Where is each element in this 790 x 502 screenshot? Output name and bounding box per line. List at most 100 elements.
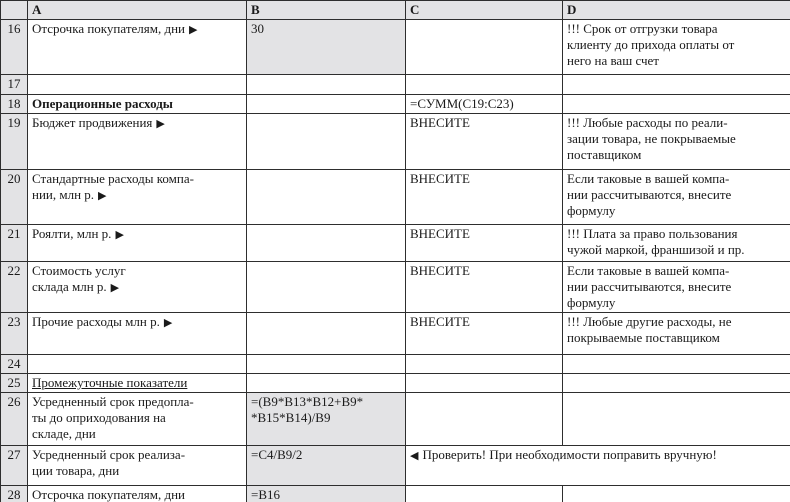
- cell-B19[interactable]: [246, 113, 406, 170]
- cell-text: !!! Плата за право пользования чужой мар…: [567, 226, 745, 257]
- row-header-27[interactable]: 27: [0, 445, 28, 486]
- cell-B20[interactable]: [246, 169, 406, 225]
- cell-D16[interactable]: !!! Срок от отгрузки товара клиенту до п…: [562, 19, 790, 75]
- cell-text: !!! Любые расходы по реали- зации товара…: [567, 115, 736, 162]
- right-triangle-icon: ▶: [110, 281, 120, 294]
- cell-A25[interactable]: Промежуточные показатели: [27, 373, 247, 393]
- cell-C22[interactable]: ВНЕСИТЕ: [405, 261, 563, 313]
- cell-D21[interactable]: !!! Плата за право пользования чужой мар…: [562, 224, 790, 262]
- cell-text: ВНЕСИТЕ: [410, 263, 470, 278]
- row-header-24[interactable]: 24: [0, 354, 28, 374]
- row-header-26[interactable]: 26: [0, 392, 28, 446]
- row-header-22[interactable]: 22: [0, 261, 28, 313]
- row-header-23[interactable]: 23: [0, 312, 28, 355]
- cell-text: Роялти, млн р.: [32, 226, 112, 241]
- cell-B16[interactable]: 30: [246, 19, 406, 75]
- cell-text: Стандартные расходы компа- нии, млн р.: [32, 171, 194, 202]
- cell-C18[interactable]: =СУММ(С19:С23): [405, 94, 563, 114]
- cell-A18[interactable]: Операционные расходы: [27, 94, 247, 114]
- cell-text: Промежуточные показатели: [32, 375, 188, 390]
- cell-B22[interactable]: [246, 261, 406, 313]
- cell-D23[interactable]: !!! Любые другие расходы, не покрываемые…: [562, 312, 790, 355]
- row-header-20[interactable]: 20: [0, 169, 28, 225]
- corner-cell[interactable]: [0, 0, 28, 20]
- cell-B21[interactable]: [246, 224, 406, 262]
- cell-D24[interactable]: [562, 354, 790, 374]
- row-header-21[interactable]: 21: [0, 224, 28, 262]
- cell-D18[interactable]: [562, 94, 790, 114]
- right-triangle-icon: ▶: [98, 189, 107, 202]
- cell-D25[interactable]: [562, 373, 790, 393]
- table-row: 25 Промежуточные показатели: [0, 373, 790, 393]
- table-row: 26 Усредненный срок предопла- ты до опри…: [0, 392, 790, 446]
- cell-C21[interactable]: ВНЕСИТЕ: [405, 224, 563, 262]
- right-triangle-icon: ▶: [163, 316, 173, 329]
- row-header-25[interactable]: 25: [0, 373, 28, 393]
- cell-D19[interactable]: !!! Любые расходы по реали- зации товара…: [562, 113, 790, 170]
- cell-text: Если таковые в вашей компа- нии рассчиты…: [567, 171, 732, 218]
- cell-text: =B16: [251, 487, 281, 502]
- cell-B17[interactable]: [246, 74, 406, 95]
- table-row: 28 Отсрочка покупателям, дни =B16: [0, 485, 790, 502]
- cell-C24[interactable]: [405, 354, 563, 374]
- row-header-16[interactable]: 16: [0, 19, 28, 75]
- cell-text: Проверить! При необходимости поправить в…: [422, 447, 717, 462]
- cell-C17[interactable]: [405, 74, 563, 95]
- cell-A21[interactable]: Роялти, млн р. ▶: [27, 224, 247, 262]
- row-header-28[interactable]: 28: [0, 485, 28, 502]
- cell-B25[interactable]: [246, 373, 406, 393]
- cell-B27[interactable]: =C4/B9/2: [246, 445, 406, 486]
- cell-C27-D27[interactable]: ◀ Проверить! При необходимости поправить …: [405, 445, 790, 486]
- column-header-B[interactable]: B: [246, 0, 406, 20]
- cell-text: Бюджет продвижения: [32, 115, 153, 130]
- column-header-C[interactable]: C: [405, 0, 563, 20]
- cell-text: Отсрочка покупателям, дни: [32, 487, 185, 502]
- cell-A28[interactable]: Отсрочка покупателям, дни: [27, 485, 247, 502]
- cell-A19[interactable]: Бюджет продвижения ▶: [27, 113, 247, 170]
- cell-text: Усредненный срок реализа- ции товара, дн…: [32, 447, 186, 478]
- cell-text: Прочие расходы млн р.: [32, 314, 160, 329]
- cell-C25[interactable]: [405, 373, 563, 393]
- cell-text: ВНЕСИТЕ: [410, 226, 470, 241]
- cell-A27[interactable]: Усредненный срок реализа- ции товара, дн…: [27, 445, 247, 486]
- cell-text: !!! Срок от отгрузки товара клиенту до п…: [567, 21, 735, 68]
- right-triangle-icon: ▶: [115, 228, 124, 241]
- cell-A22[interactable]: Стоимость услуг склада млн р. ▶: [27, 261, 247, 313]
- cell-B24[interactable]: [246, 354, 406, 374]
- cell-text: ВНЕСИТЕ: [410, 314, 470, 329]
- cell-C19[interactable]: ВНЕСИТЕ: [405, 113, 563, 170]
- cell-A17[interactable]: [27, 74, 247, 95]
- table-row: 27 Усредненный срок реализа- ции товара,…: [0, 445, 790, 486]
- cell-A24[interactable]: [27, 354, 247, 374]
- cell-D20[interactable]: Если таковые в вашей компа- нии рассчиты…: [562, 169, 790, 225]
- cell-A26[interactable]: Усредненный срок предопла- ты до оприход…: [27, 392, 247, 446]
- column-header-D[interactable]: D: [562, 0, 790, 20]
- cell-A16[interactable]: Отсрочка покупателям, дни ▶: [27, 19, 247, 75]
- cell-C20[interactable]: ВНЕСИТЕ: [405, 169, 563, 225]
- cell-C23[interactable]: ВНЕСИТЕ: [405, 312, 563, 355]
- row-header-18[interactable]: 18: [0, 94, 28, 114]
- cell-B26[interactable]: =(B9*B13*B12+B9* *B15*B14)/B9: [246, 392, 406, 446]
- row-header-19[interactable]: 19: [0, 113, 28, 170]
- cell-text: 30: [251, 21, 264, 36]
- row-header-17[interactable]: 17: [0, 74, 28, 95]
- cell-C26[interactable]: [405, 392, 563, 446]
- cell-A20[interactable]: Стандартные расходы компа- нии, млн р. ▶: [27, 169, 247, 225]
- table-row: 23 Прочие расходы млн р. ▶ ВНЕСИТЕ !!! Лю…: [0, 312, 790, 355]
- cell-D28[interactable]: [562, 485, 790, 502]
- cell-A23[interactable]: Прочие расходы млн р. ▶: [27, 312, 247, 355]
- cell-D26[interactable]: [562, 392, 790, 446]
- cell-D17[interactable]: [562, 74, 790, 95]
- table-row: 19 Бюджет продвижения ▶ ВНЕСИТЕ !!! Любые…: [0, 113, 790, 170]
- table-row: 21 Роялти, млн р. ▶ ВНЕСИТЕ !!! Плата за …: [0, 224, 790, 262]
- cell-text: =C4/B9/2: [251, 447, 303, 462]
- cell-D22[interactable]: Если таковые в вашей компа- нии рассчиты…: [562, 261, 790, 313]
- cell-B28[interactable]: =B16: [246, 485, 406, 502]
- cell-C28[interactable]: [405, 485, 563, 502]
- cell-B23[interactable]: [246, 312, 406, 355]
- right-triangle-icon: ▶: [189, 23, 198, 36]
- column-header-A[interactable]: A: [27, 0, 247, 20]
- cell-B18[interactable]: [246, 94, 406, 114]
- cell-C16[interactable]: [405, 19, 563, 75]
